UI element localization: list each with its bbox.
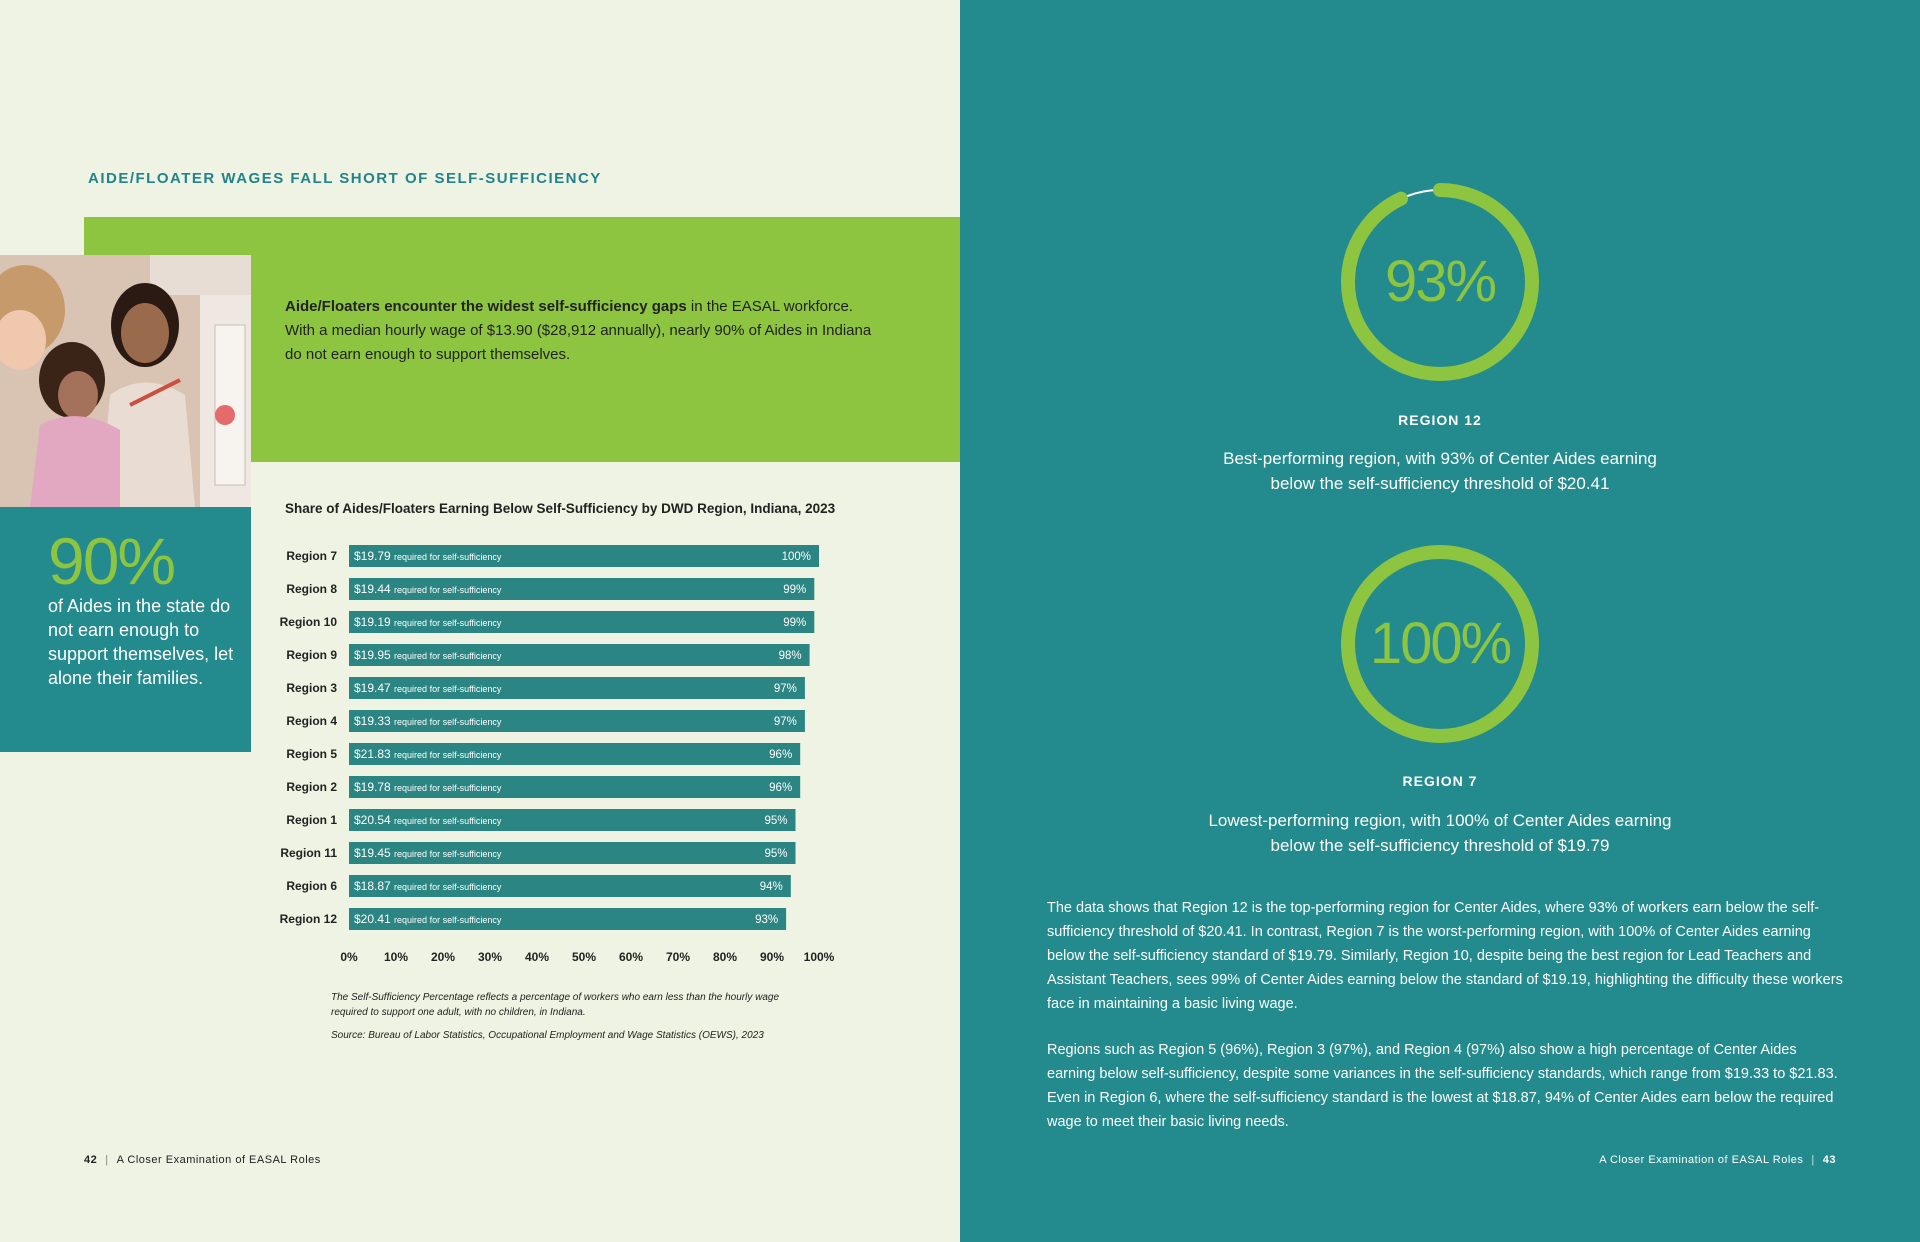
stat-value: 90% (48, 524, 176, 598)
bar (349, 842, 796, 864)
x-tick-label: 50% (572, 950, 596, 964)
bar-wage-label: $20.54 required for self-sufficiency (354, 813, 502, 827)
bar (349, 875, 791, 897)
donut-best (1341, 183, 1539, 381)
bar-category-label: Region 1 (286, 813, 337, 827)
footer-separator: | (105, 1154, 109, 1166)
footer-title-right: A Closer Examination of EASAL Roles (1599, 1154, 1804, 1166)
bar-wage-label: $19.44 required for self-sufficiency (354, 582, 502, 596)
region-worst-line2: below the self-sufficiency threshold of … (1270, 836, 1610, 855)
chart-footnote: The Self-Sufficiency Percentage reflects… (331, 992, 780, 1018)
region-worst-line1: Lowest-performing region, with 100% of C… (1208, 811, 1672, 830)
bar (349, 710, 805, 732)
region-best-line1: Best-performing region, with 93% of Cent… (1223, 449, 1657, 468)
x-tick-label: 70% (666, 950, 690, 964)
x-tick-label: 20% (431, 950, 455, 964)
bar-category-label: Region 8 (286, 582, 337, 596)
bar-wage-label: $21.83 required for self-sufficiency (354, 747, 502, 761)
photo-teacher-children (0, 255, 251, 508)
intro-rest: in the EASAL workforce. With a median ho… (285, 298, 872, 363)
bar-value-label: 98% (779, 650, 802, 662)
chart-title: Share of Aides/Floaters Earning Below Se… (285, 501, 836, 516)
bar-category-label: Region 12 (280, 912, 338, 926)
bar-wage-label: $19.19 required for self-sufficiency (354, 615, 502, 629)
chart-source: Source: Bureau of Labor Statistics, Occu… (331, 1030, 764, 1041)
region-best-label: REGION 12 (1398, 412, 1482, 428)
bar-category-label: Region 6 (286, 879, 337, 893)
region-worst-desc: Lowest-performing region, with 100% of C… (1190, 808, 1690, 858)
bar-wage-label: $19.47 required for self-sufficiency (354, 681, 502, 695)
bar-category-label: Region 3 (286, 681, 337, 695)
donut-worst-value: 100% (1369, 611, 1512, 676)
footer-title-left: A Closer Examination of EASAL Roles (116, 1154, 321, 1166)
bar-value-label: 95% (764, 848, 787, 860)
bar-category-label: Region 5 (286, 747, 337, 761)
section-title: AIDE/FLOATER WAGES FALL SHORT OF SELF-SU… (88, 170, 602, 187)
x-tick-label: 80% (713, 950, 737, 964)
bar-value-label: 99% (783, 617, 806, 629)
donut-best-value: 93% (1384, 249, 1497, 314)
bar-wage-label: $20.41 required for self-sufficiency (354, 912, 502, 926)
bar-value-label: 93% (755, 914, 778, 926)
bar-wage-label: $18.87 required for self-sufficiency (354, 879, 502, 893)
bar-chart: Region 7 $19.79 required for self-suffici… (280, 545, 835, 964)
page-number-right: 43 (1822, 1154, 1836, 1166)
bar-category-label: Region 10 (280, 615, 338, 629)
right-page: 93% REGION 12 Best-performing region, wi… (960, 0, 1920, 1242)
bar (349, 743, 801, 765)
bar-wage-label: $19.95 required for self-sufficiency (354, 648, 502, 662)
page-number-left: 42 (84, 1154, 98, 1166)
bar-wage-label: $19.45 required for self-sufficiency (354, 846, 502, 860)
x-tick-label: 100% (804, 950, 835, 964)
x-tick-label: 30% (478, 950, 502, 964)
x-tick-label: 40% (525, 950, 549, 964)
bar (349, 908, 787, 930)
bar-value-label: 97% (774, 716, 797, 728)
bar-category-label: Region 9 (286, 648, 337, 662)
donut-arc (1341, 545, 1539, 743)
bar-category-label: Region 4 (286, 714, 337, 728)
bar-category-label: Region 2 (286, 780, 337, 794)
photo-illustration (0, 255, 251, 508)
bar-value-label: 95% (764, 815, 787, 827)
x-tick-label: 60% (619, 950, 643, 964)
donut-arc (1341, 183, 1539, 381)
x-tick-label: 0% (340, 950, 358, 964)
bar-category-label: Region 11 (280, 846, 337, 860)
x-tick-label: 10% (384, 950, 408, 964)
bar-wage-label: $19.33 required for self-sufficiency (354, 714, 502, 728)
bar (349, 677, 805, 699)
region-best-desc: Best-performing region, with 93% of Cent… (1190, 446, 1690, 496)
stat-box (0, 507, 251, 752)
bar (349, 809, 796, 831)
bar-value-label: 96% (769, 782, 792, 794)
intro-paragraph: Aide/Floaters encounter the widest self-… (285, 295, 885, 367)
bar-value-label: 96% (769, 749, 792, 761)
bar-wage-label: $19.78 required for self-sufficiency (354, 780, 502, 794)
bar (349, 644, 810, 666)
bar-value-label: 99% (783, 584, 806, 596)
bar-value-label: 100% (782, 551, 811, 563)
region-best-line2: below the self-sufficiency threshold of … (1270, 474, 1610, 493)
footer-separator: | (1811, 1154, 1815, 1166)
bar (349, 776, 801, 798)
region-worst-label: REGION 7 (1402, 773, 1478, 789)
intro-bold: Aide/Floaters encounter the widest self-… (285, 298, 687, 315)
body-paragraph-1: The data shows that Region 12 is the top… (1047, 900, 1843, 1012)
footer-right: A Closer Examination of EASAL Roles | 43 (1599, 1154, 1836, 1166)
bar (349, 611, 815, 633)
stat-description: of Aides in the state do not earn enough… (48, 596, 234, 688)
bar (349, 578, 815, 600)
bar-value-label: 94% (760, 881, 783, 893)
bar-value-label: 97% (774, 683, 797, 695)
bar-category-label: Region 7 (286, 549, 337, 563)
x-tick-label: 90% (760, 950, 784, 964)
bar-wage-label: $19.79 required for self-sufficiency (354, 549, 502, 563)
body-paragraph-2: Regions such as Region 5 (96%), Region 3… (1047, 1042, 1838, 1130)
bar (349, 545, 819, 567)
left-page: AIDE/FLOATER WAGES FALL SHORT OF SELF-SU… (0, 170, 960, 1166)
donut-worst (1341, 545, 1539, 743)
footer-left: 42 | A Closer Examination of EASAL Roles (84, 1154, 321, 1166)
